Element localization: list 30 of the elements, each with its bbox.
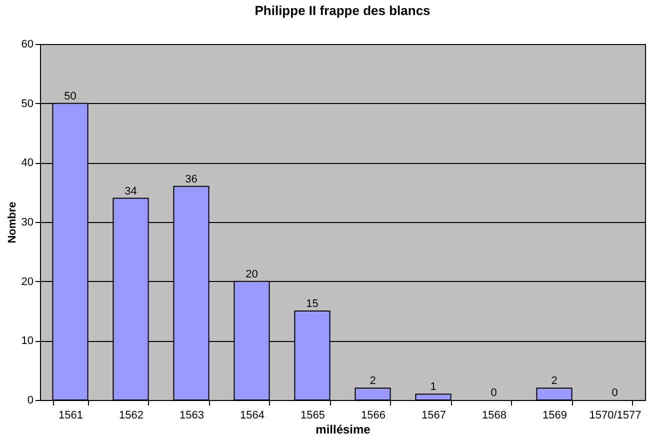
x-tick-label: 1561 (58, 410, 83, 422)
data-label: 2 (551, 375, 558, 388)
data-label: 0 (612, 387, 618, 399)
y-tick-label: 30 (21, 216, 34, 228)
y-tick-label: 40 (21, 157, 34, 170)
data-label: 50 (64, 90, 76, 102)
y-tick-label: 10 (21, 335, 34, 348)
x-tick-label: 1566 (361, 410, 386, 422)
data-label: 1 (430, 381, 436, 394)
x-tick-label: 1569 (542, 410, 567, 422)
data-label: 20 (246, 268, 258, 280)
data-label: 36 (185, 173, 198, 186)
x-tick-label: 1567 (422, 410, 446, 422)
y-axis-title: Nombre (6, 202, 18, 244)
x-tick-label: 1570/1577 (589, 410, 642, 422)
data-label: 2 (370, 375, 376, 388)
x-tick-label: 1568 (482, 410, 506, 422)
x-tick-label: 1563 (180, 410, 204, 422)
y-tick-label: 0 (27, 394, 34, 406)
y-tick-label: 50 (21, 98, 34, 110)
data-label: 0 (490, 387, 497, 399)
chart-title: Philippe II frappe des blancs (254, 3, 430, 18)
y-tick-label: 20 (21, 276, 34, 288)
y-tick-label: 60 (21, 38, 34, 50)
data-label: 15 (306, 298, 318, 310)
x-tick-label: 1565 (300, 410, 325, 422)
data-label: 34 (124, 185, 137, 198)
x-tick-label: 1562 (119, 410, 144, 422)
x-tick-label: 1564 (240, 410, 264, 422)
x-axis-title: millésime (316, 422, 371, 436)
